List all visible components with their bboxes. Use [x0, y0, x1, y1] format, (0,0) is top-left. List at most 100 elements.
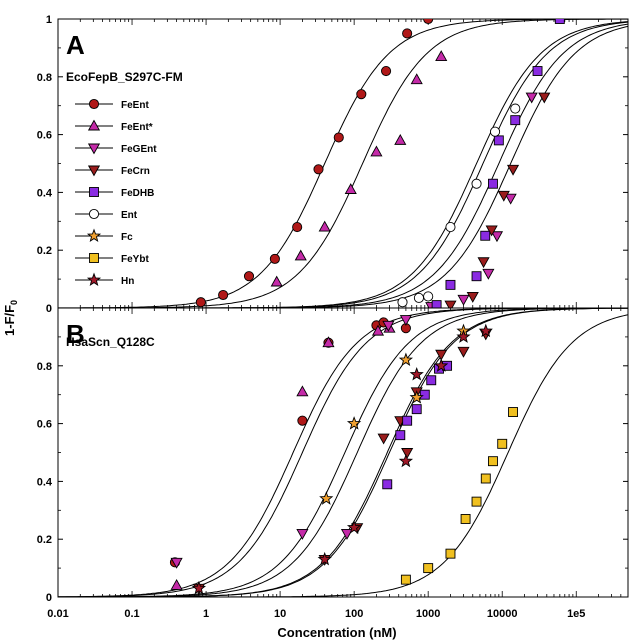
data-point	[409, 366, 424, 381]
series-feent	[270, 50, 448, 287]
x-tick-label: 10	[274, 608, 286, 620]
data-point	[382, 320, 395, 332]
data-point	[445, 279, 456, 290]
y-tick-label: 0.8	[37, 361, 52, 373]
data-point	[218, 289, 229, 301]
data-point	[292, 222, 303, 233]
data-point	[423, 19, 434, 25]
y-tick-label: 1	[46, 14, 52, 26]
data-point	[191, 580, 207, 595]
x-tick-label: 1000	[416, 608, 440, 620]
fit-curve	[58, 308, 628, 597]
data-point	[399, 315, 412, 326]
data-point	[554, 19, 565, 24]
series-fegent	[170, 315, 412, 569]
data-points	[195, 19, 565, 308]
data-point	[319, 491, 334, 505]
data-point	[377, 433, 390, 445]
series-feent	[170, 321, 396, 590]
legend-label: Ent	[121, 210, 138, 221]
data-point	[382, 479, 393, 490]
y-tick-label: 0	[46, 592, 52, 604]
data-point	[477, 257, 490, 269]
series-feybt	[400, 407, 518, 585]
data-point	[488, 178, 498, 189]
series-fedhb	[382, 360, 453, 490]
data-point	[508, 407, 518, 417]
data-point	[356, 89, 367, 100]
data-point	[435, 50, 448, 62]
data-point	[411, 404, 422, 415]
data-point	[398, 453, 414, 468]
data-point	[490, 231, 504, 243]
data-point	[318, 220, 331, 232]
fit-curve	[58, 308, 628, 597]
series-feent	[195, 19, 434, 308]
legend-marker	[89, 253, 99, 263]
fit-curves	[58, 308, 628, 597]
x-tick-label: 10000	[487, 608, 518, 620]
data-point	[333, 132, 344, 143]
data-point	[488, 456, 498, 467]
data-point	[525, 92, 538, 104]
series-ent	[397, 103, 521, 308]
fit-curve	[58, 308, 628, 597]
panel-title: HsaScn_Q128C	[66, 335, 155, 349]
legend-marker	[86, 228, 102, 243]
y-axis-label-group: 1-F/F0	[2, 300, 19, 336]
data-point	[445, 222, 456, 233]
legend-label: FeYbt	[121, 254, 149, 265]
data-point	[485, 225, 498, 237]
legend-label: FeDHB	[121, 188, 154, 199]
data-point	[419, 389, 430, 400]
legend-marker	[87, 119, 101, 131]
data-point	[538, 92, 551, 104]
data-point	[402, 415, 413, 426]
data-point	[398, 352, 414, 367]
data-point	[296, 385, 309, 397]
data-point	[340, 528, 354, 540]
y-tick-label: 0.2	[37, 245, 52, 257]
series-feent	[169, 317, 411, 568]
data-point	[402, 28, 413, 39]
data-point	[381, 65, 392, 77]
data-point	[434, 358, 449, 372]
data-point	[371, 324, 385, 336]
x-tick-label: 0.01	[47, 608, 68, 620]
x-axis-label: Concentration (nM)	[277, 625, 396, 640]
y-tick-label: 0.6	[37, 130, 52, 142]
data-point	[423, 563, 434, 574]
data-point	[480, 473, 491, 484]
data-point	[317, 551, 332, 566]
data-point	[489, 126, 501, 137]
data-point	[297, 415, 308, 426]
data-point	[478, 323, 493, 338]
legend-marker	[86, 272, 102, 287]
data-point	[431, 300, 442, 308]
fit-curve	[58, 308, 628, 597]
x-tick-label: 1	[203, 608, 209, 620]
legend-marker	[88, 208, 100, 220]
legend-label: FeGEnt	[121, 144, 157, 155]
data-point	[426, 375, 437, 386]
x-tick-label: 100	[345, 608, 363, 620]
data-point	[510, 103, 521, 114]
legend-label: Fc	[121, 232, 133, 243]
data-point	[456, 329, 471, 343]
legend-label: FeCrn	[121, 166, 150, 177]
data-point	[532, 66, 543, 76]
data-point	[322, 336, 335, 348]
data-points	[169, 315, 518, 595]
y-tick-label: 0.4	[37, 187, 53, 199]
data-point	[466, 291, 479, 303]
data-point	[506, 164, 520, 176]
series-fegent	[425, 92, 538, 308]
data-point	[270, 275, 283, 287]
y-tick-label: 0.2	[37, 534, 52, 546]
data-point	[397, 297, 408, 308]
data-point	[423, 291, 434, 302]
x-tick-label: 0.1	[124, 608, 139, 620]
y-axis-label-main: 1-F/F	[2, 305, 17, 336]
data-point	[170, 557, 183, 569]
